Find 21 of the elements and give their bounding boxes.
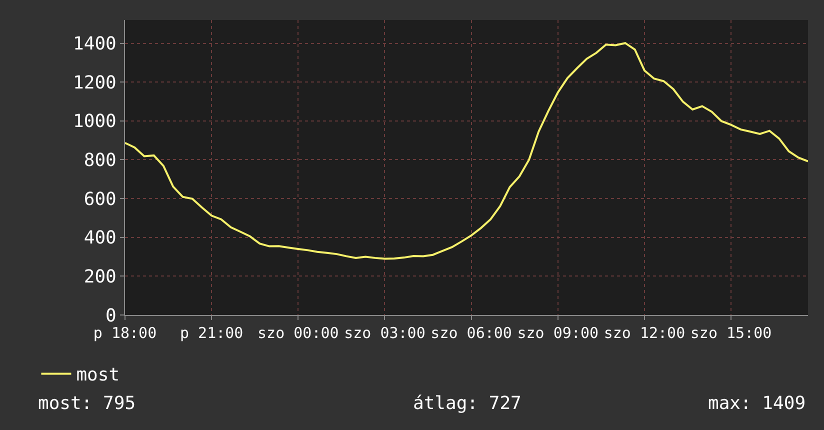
y-tick-label: 1000: [73, 111, 116, 132]
x-tick-label: szo 15:00: [690, 324, 772, 342]
text: átlag: 727: [413, 393, 522, 414]
y-tick-label: 800: [84, 150, 116, 172]
text: most: 795: [38, 393, 136, 414]
x-tick-label: p 21:00: [180, 324, 244, 342]
x-tick-label: szo 03:00: [344, 324, 426, 342]
y-tick-label: 0: [106, 305, 116, 326]
x-tick-label: p 18:00: [93, 324, 157, 342]
y-tick-label: 200: [84, 266, 116, 288]
x-tick-label: szo 00:00: [258, 324, 339, 342]
x-tick-label: szo 09:00: [517, 324, 599, 342]
y-tick-label: 400: [84, 228, 116, 249]
legend-label: most: [76, 364, 120, 386]
line-series: [125, 42, 808, 260]
y-tick-label: 600: [84, 188, 116, 210]
x-tick-label: szo 06:00: [430, 324, 512, 342]
text: max: 1409: [708, 393, 806, 414]
y-tick-label: 1200: [73, 72, 116, 94]
x-tick-label: szo 12:00: [604, 324, 686, 342]
y-tick-label: 1400: [73, 34, 116, 55]
